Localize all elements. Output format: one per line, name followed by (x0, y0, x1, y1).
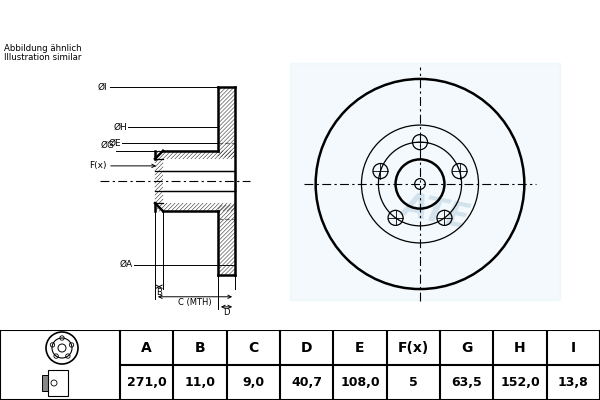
Text: H: H (514, 341, 526, 355)
Bar (163, 171, 235, 191)
Text: 271,0: 271,0 (127, 376, 167, 390)
Text: A: A (141, 341, 152, 355)
Text: C (MTH): C (MTH) (178, 298, 212, 307)
Text: ØG: ØG (101, 141, 115, 150)
Bar (218, 87, 235, 275)
Text: 11,0: 11,0 (185, 376, 215, 390)
Text: 13,8: 13,8 (558, 376, 589, 390)
Text: 24.0111-0171.1    411171: 24.0111-0171.1 411171 (140, 9, 460, 29)
Bar (42, 375, 48, 391)
Bar (155, 159, 218, 203)
Text: I: I (571, 341, 576, 355)
Text: 9,0: 9,0 (242, 376, 265, 390)
Text: ØA: ØA (120, 260, 133, 269)
Text: ØH: ØH (113, 123, 127, 132)
Text: 108,0: 108,0 (340, 376, 380, 390)
Text: ØE: ØE (109, 138, 121, 148)
Text: D: D (223, 308, 230, 317)
Text: 40,7: 40,7 (291, 376, 322, 390)
Text: C: C (248, 341, 259, 355)
Text: 152,0: 152,0 (500, 376, 540, 390)
Text: B: B (194, 341, 205, 355)
Text: F(x): F(x) (398, 341, 429, 355)
Text: B: B (156, 288, 162, 297)
Text: ØI: ØI (97, 83, 107, 92)
Text: Illustration similar: Illustration similar (4, 53, 82, 62)
Text: E: E (355, 341, 365, 355)
Text: G: G (461, 341, 472, 355)
Text: F(x): F(x) (89, 161, 107, 170)
Bar (290, 63, 560, 300)
Text: 63,5: 63,5 (451, 376, 482, 390)
Text: Abbildung ähnlich: Abbildung ähnlich (4, 44, 82, 53)
Text: D: D (301, 341, 313, 355)
Text: 5: 5 (409, 376, 418, 390)
Bar (48, 370, 68, 396)
Circle shape (51, 380, 57, 386)
Text: ATE: ATE (398, 189, 472, 236)
